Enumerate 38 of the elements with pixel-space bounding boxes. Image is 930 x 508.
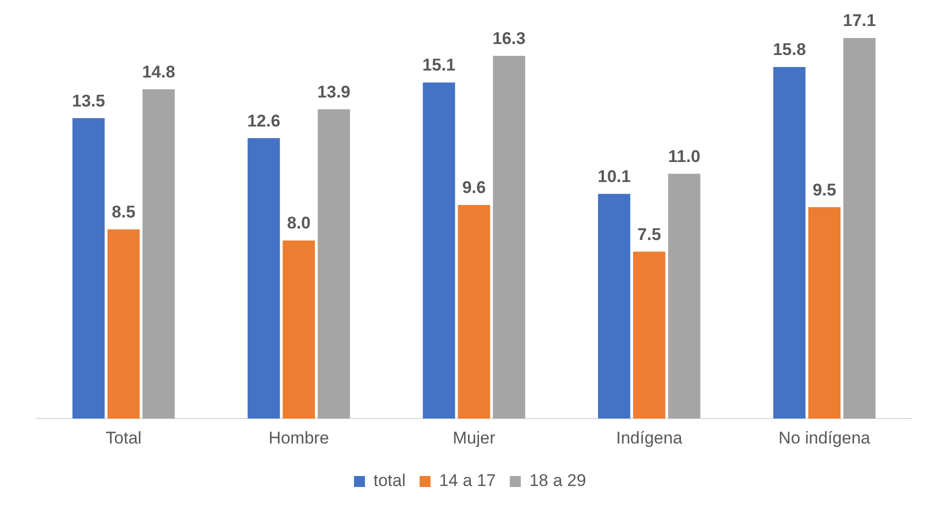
data-label: 15.8 xyxy=(772,40,806,60)
bar xyxy=(773,66,806,419)
bar xyxy=(808,207,841,419)
data-label: 12.6 xyxy=(247,111,280,130)
bar xyxy=(282,240,315,419)
bar xyxy=(492,56,526,419)
data-label: 13.9 xyxy=(317,82,350,102)
bar xyxy=(142,89,175,419)
data-label: 14.8 xyxy=(142,62,176,82)
data-label: 7.5 xyxy=(637,224,662,244)
bar xyxy=(633,252,666,419)
data-label: 15.1 xyxy=(422,56,456,75)
x-tick-label: Indígena xyxy=(616,428,683,448)
legend-label: 18 a 29 xyxy=(529,471,586,490)
x-tick-label: No indígena xyxy=(778,428,871,448)
data-label: 17.1 xyxy=(842,11,876,30)
bar xyxy=(248,138,280,419)
x-tick-label: Total xyxy=(106,428,142,448)
bar xyxy=(72,118,105,419)
data-label: 13.5 xyxy=(72,91,106,110)
bar xyxy=(422,82,456,419)
data-label: 16.3 xyxy=(492,29,526,48)
bar xyxy=(598,194,630,419)
bar xyxy=(107,229,140,419)
x-tick-label: Hombre xyxy=(268,428,330,448)
bar xyxy=(458,204,490,419)
bar xyxy=(843,38,876,419)
data-label: 8.5 xyxy=(112,202,136,222)
x-tick-label: Mujer xyxy=(452,428,496,448)
data-label: 10.1 xyxy=(598,167,631,186)
bar xyxy=(668,174,700,419)
legend-label: total xyxy=(373,471,406,490)
data-label: 8.0 xyxy=(286,214,311,233)
data-label: 9.5 xyxy=(812,180,836,200)
data-label: 11.0 xyxy=(668,146,700,166)
legend-label: 14 a 17 xyxy=(439,471,496,490)
data-label: 9.6 xyxy=(462,178,486,198)
bar xyxy=(318,109,350,419)
